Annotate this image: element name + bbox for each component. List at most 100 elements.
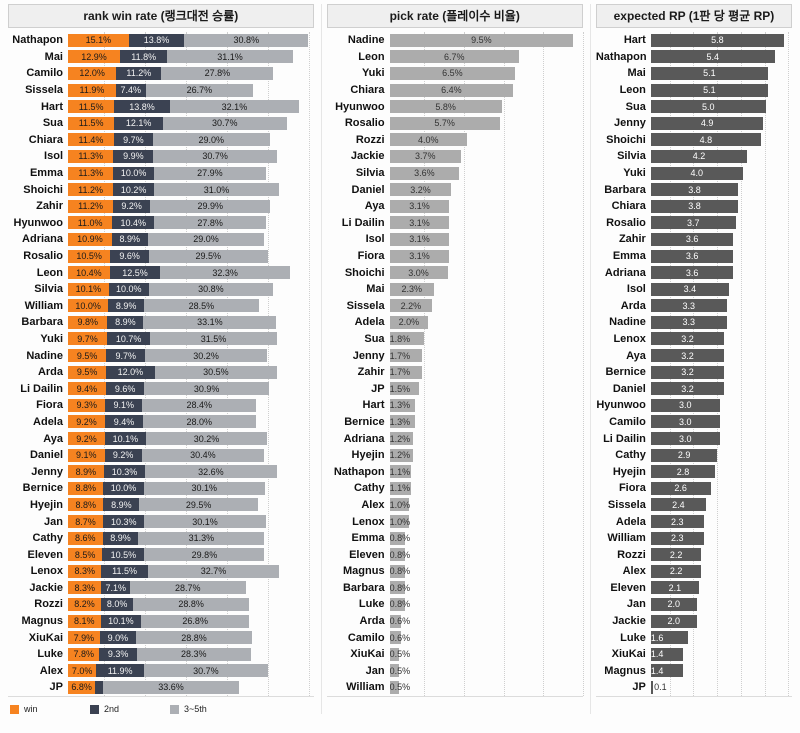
chart-row: Magnus 1.4 bbox=[596, 663, 792, 680]
bar-area: 7.9% 9.0% 28.8% bbox=[68, 631, 314, 645]
bar-area: 7.8% 9.3% 28.3% bbox=[68, 647, 314, 661]
row-label: Rozzi bbox=[34, 598, 63, 611]
expected-rp-bar: 3.7 bbox=[650, 216, 736, 230]
bar-value-label: 3.1% bbox=[409, 201, 430, 212]
chart-row: JP 6.8% 33.6% bbox=[8, 679, 314, 696]
bar-area: 3.1% bbox=[389, 232, 583, 246]
chart-row: Adriana 1.2% bbox=[327, 430, 583, 447]
row-label: Sua bbox=[625, 100, 646, 113]
row-label: Jan bbox=[365, 664, 385, 677]
second-segment: 10.1% bbox=[105, 432, 146, 446]
second-legend-swatch bbox=[90, 704, 99, 714]
pick-rate-bar: 0.6% bbox=[389, 631, 410, 645]
win-segment: 9.1% bbox=[68, 448, 105, 462]
expected-rp-bar: 1.4 bbox=[650, 664, 683, 678]
chart-row: Sua 5.0 bbox=[596, 98, 792, 115]
bar-value-label: 1.1% bbox=[389, 466, 411, 477]
second-segment: 11.5% bbox=[101, 564, 148, 578]
second-segment: 12.0% bbox=[106, 365, 155, 379]
chart-row: Sua 11.5% 12.1% 30.7% bbox=[8, 115, 314, 132]
row-label: Jenny bbox=[352, 349, 385, 362]
pick-rate-bar: 1.0% bbox=[389, 498, 410, 512]
rest-segment: 32.6% bbox=[145, 465, 277, 479]
row-label: Rozzi bbox=[617, 548, 646, 561]
legend-item-3-5th: 3~5th bbox=[170, 704, 250, 714]
expected-rp-bar: 4.8 bbox=[650, 133, 761, 147]
rest-segment: 29.5% bbox=[148, 249, 268, 263]
expected-rp-bar: 2.4 bbox=[650, 498, 706, 512]
expected-rp-bar: 1.4 bbox=[650, 647, 683, 661]
gridline bbox=[669, 32, 671, 696]
second-segment: 9.4% bbox=[105, 415, 143, 429]
bar-area: 2.6 bbox=[650, 481, 792, 495]
bar-area: 9.7% 10.7% 31.5% bbox=[68, 332, 314, 346]
second-segment: 9.9% bbox=[113, 149, 154, 163]
chart-row: Nathapon 1.1% bbox=[327, 463, 583, 480]
bar-area: 5.1 bbox=[650, 66, 792, 80]
bar-area: 1.3% bbox=[389, 415, 583, 429]
bar-area: 4.2 bbox=[650, 149, 792, 163]
pick-rate-bar: 1.3% bbox=[389, 415, 415, 429]
second-segment: 10.1% bbox=[100, 614, 142, 628]
bar-value-label: 6.5% bbox=[442, 68, 463, 79]
gridline bbox=[424, 32, 426, 696]
row-label: Yuki bbox=[40, 332, 63, 345]
row-label: Lenox bbox=[613, 332, 646, 345]
character-stats-dashboard: rank win rate (랭크대전 승률) Nathapon 15.1% 13.… bbox=[8, 4, 792, 714]
bar-value-label: 2.9 bbox=[677, 450, 691, 461]
pick-rate-bar: 1.5% bbox=[389, 382, 419, 396]
bar-value-label: 5.7% bbox=[434, 118, 455, 129]
stacked-bar: 9.4% 9.6% 30.9% bbox=[68, 382, 314, 396]
chart-row: Yuki 6.5% bbox=[327, 65, 583, 82]
pick-rate-bar: 2.2% bbox=[389, 299, 433, 313]
second-segment: 9.6% bbox=[105, 382, 145, 396]
chart-row: Adela 2.3 bbox=[596, 513, 792, 530]
bar-value-label: 1.5% bbox=[389, 383, 411, 394]
bar-value-label: 3.6 bbox=[685, 267, 699, 278]
expected-rp-bar: 3.0 bbox=[650, 398, 720, 412]
bar-area: 1.6 bbox=[650, 631, 792, 645]
second-segment: 10.2% bbox=[113, 183, 155, 197]
bar-area: 10.0% 8.9% 28.5% bbox=[68, 299, 314, 313]
bar-area: 3.8 bbox=[650, 183, 792, 197]
row-label: Mai bbox=[366, 283, 385, 296]
row-label: Bernice bbox=[344, 415, 385, 428]
chart-row: Rosalio 3.7 bbox=[596, 215, 792, 232]
chart-row: Barbara 9.8% 8.9% 33.1% bbox=[8, 314, 314, 331]
row-label: Nadine bbox=[609, 316, 646, 329]
chart-row: Adriana 3.6 bbox=[596, 264, 792, 281]
pick-rate-bar: 0.8% bbox=[389, 581, 410, 595]
rest-segment: 27.8% bbox=[154, 216, 267, 230]
bar-area: 8.5% 10.5% 29.8% bbox=[68, 548, 314, 562]
rest-segment: 30.7% bbox=[153, 149, 277, 163]
gridlines bbox=[385, 32, 584, 696]
bar-value-label: 0.6% bbox=[389, 616, 411, 627]
gridline bbox=[227, 32, 229, 696]
second-segment: 9.7% bbox=[113, 133, 153, 147]
row-label: Eleven bbox=[610, 581, 646, 594]
bar-area: 3.6 bbox=[650, 249, 792, 263]
row-label: Mai bbox=[627, 67, 646, 80]
expected-rp-bar: 2.8 bbox=[650, 465, 716, 479]
row-label: Jenny bbox=[31, 465, 63, 478]
bar-value-label: 3.1% bbox=[409, 251, 430, 262]
win-segment: 10.0% bbox=[68, 299, 109, 313]
rest-segment: 29.0% bbox=[147, 232, 265, 246]
stacked-bar: 9.2% 9.4% 28.0% bbox=[68, 415, 314, 429]
row-label: Jan bbox=[44, 515, 63, 528]
bar-area: 9.2% 10.1% 30.2% bbox=[68, 432, 314, 446]
row-label: Nathapon bbox=[595, 50, 647, 63]
expected-rp-bar: 2.3 bbox=[650, 515, 704, 529]
second-segment: 8.9% bbox=[111, 232, 148, 246]
bar-area: 11.5% 13.8% 32.1% bbox=[68, 100, 314, 114]
second-segment: 9.7% bbox=[106, 349, 146, 363]
chart-row: Nadine 9.5% bbox=[327, 32, 583, 49]
bar-area: 3.3 bbox=[650, 299, 792, 313]
stacked-bar: 8.3% 11.5% 32.7% bbox=[68, 564, 314, 578]
gridline bbox=[503, 32, 505, 696]
rest-segment: 28.7% bbox=[129, 581, 246, 595]
chart-row: Li Dailin 3.1% bbox=[327, 215, 583, 232]
stacked-bar: 9.5% 12.0% 30.5% bbox=[68, 365, 314, 379]
row-label: Silvia bbox=[34, 283, 63, 296]
second-segment: 12.1% bbox=[114, 116, 163, 130]
